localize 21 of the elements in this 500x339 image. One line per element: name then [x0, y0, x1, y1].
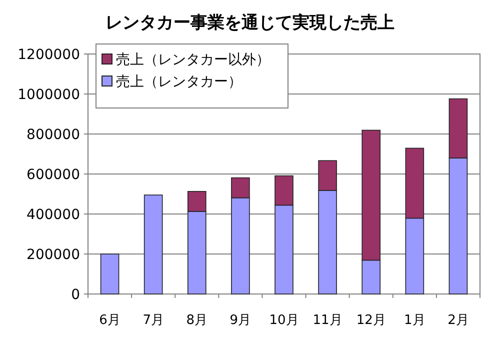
chart-title: レンタカー事業を通じて実現した売上	[106, 13, 394, 33]
x-tick-label: 6月	[99, 313, 120, 328]
x-tick-label: 2月	[448, 313, 469, 328]
y-tick-label: 1000000	[18, 87, 80, 103]
y-tick-label: 600000	[26, 167, 80, 183]
bar	[100, 254, 120, 294]
y-tick-label: 0	[71, 287, 80, 303]
x-tick-label: 9月	[230, 313, 252, 328]
bar	[144, 194, 163, 294]
x-tick-label: 1月	[404, 313, 426, 328]
y-tick-label: 200000	[26, 247, 80, 263]
y-tick-label: 800000	[26, 127, 80, 143]
x-tick-label: 11月	[312, 313, 342, 328]
x-tick-label: 10月	[269, 313, 299, 328]
y-tick-label: 400000	[26, 207, 80, 223]
legend-label: 売上（レンタカー以外）	[116, 52, 270, 68]
y-tick-label: 1200000	[18, 47, 80, 63]
legend-label: 売上（レンタカー）	[116, 74, 242, 90]
x-tick-label: 7月	[142, 313, 164, 328]
x-tick-label: 8月	[186, 313, 208, 328]
x-tick-label: 12月	[356, 313, 386, 328]
